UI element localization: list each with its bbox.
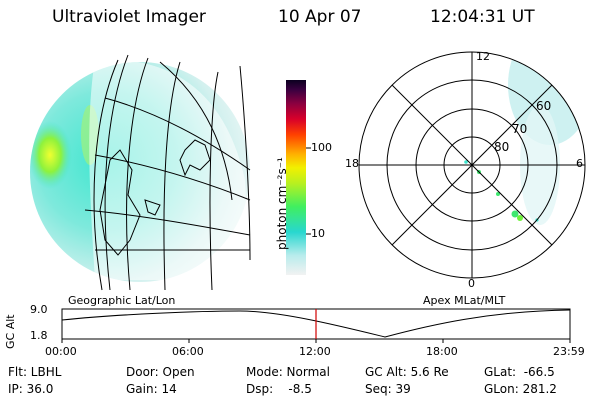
mode-readout: Mode: Normal [246, 365, 330, 379]
xtick-2359: 23:59 [553, 345, 585, 358]
glon-readout: GLon: 281.2 [484, 382, 557, 396]
xtick-1200: 12:00 [299, 345, 331, 358]
mlt-label-6: 6 [576, 157, 583, 170]
lat-label-70: 70 [512, 122, 528, 136]
geographic-image [30, 54, 251, 291]
dsp-readout: Dsp: -8.5 [246, 382, 312, 396]
filter-readout: Flt: LBHL [8, 365, 62, 379]
mlt-label-0: 0 [468, 277, 475, 290]
altitude-trace [61, 309, 571, 338]
left-panel-label: Geographic Lat/Lon [68, 294, 176, 307]
door-readout: Door: Open [126, 365, 195, 379]
altitude-ytick-high: 9.0 [30, 303, 48, 316]
xtick-0600: 06:00 [172, 345, 204, 358]
colorbar [286, 80, 306, 275]
altitude-ytick-low: 1.8 [30, 329, 48, 342]
xtick-0000: 00:00 [45, 345, 77, 358]
xtick-1800: 18:00 [426, 345, 458, 358]
aurora-hotspot [30, 121, 72, 189]
lat-label-80: 80 [494, 140, 510, 154]
instrument-title: Ultraviolet Imager [52, 7, 206, 27]
mlt-label-18: 18 [345, 157, 359, 170]
glat-readout: GLat: -66.5 [484, 365, 555, 379]
colorbar-unit-label: photon cm⁻²s⁻¹ [275, 157, 289, 250]
colorbar-tick-100: 100 [311, 141, 332, 154]
ip-readout: IP: 36.0 [8, 382, 54, 396]
seq-readout: Seq: 39 [365, 382, 411, 396]
observation-time: 12:04:31 UT [430, 7, 535, 27]
polar-plot [358, 51, 586, 279]
observation-date: 10 Apr 07 [278, 7, 362, 27]
lat-label-60: 60 [536, 99, 552, 113]
gc-alt-readout: GC Alt: 5.6 Re [365, 365, 449, 379]
lat-lon-grid [84, 54, 251, 291]
colorbar-tick-10: 10 [311, 227, 325, 240]
gain-readout: Gain: 14 [126, 382, 177, 396]
altitude-plot [61, 308, 571, 343]
altitude-ylabel: GC Alt [4, 314, 17, 349]
mlt-label-12: 12 [476, 50, 490, 63]
right-panel-label: Apex MLat/MLT [423, 294, 506, 307]
